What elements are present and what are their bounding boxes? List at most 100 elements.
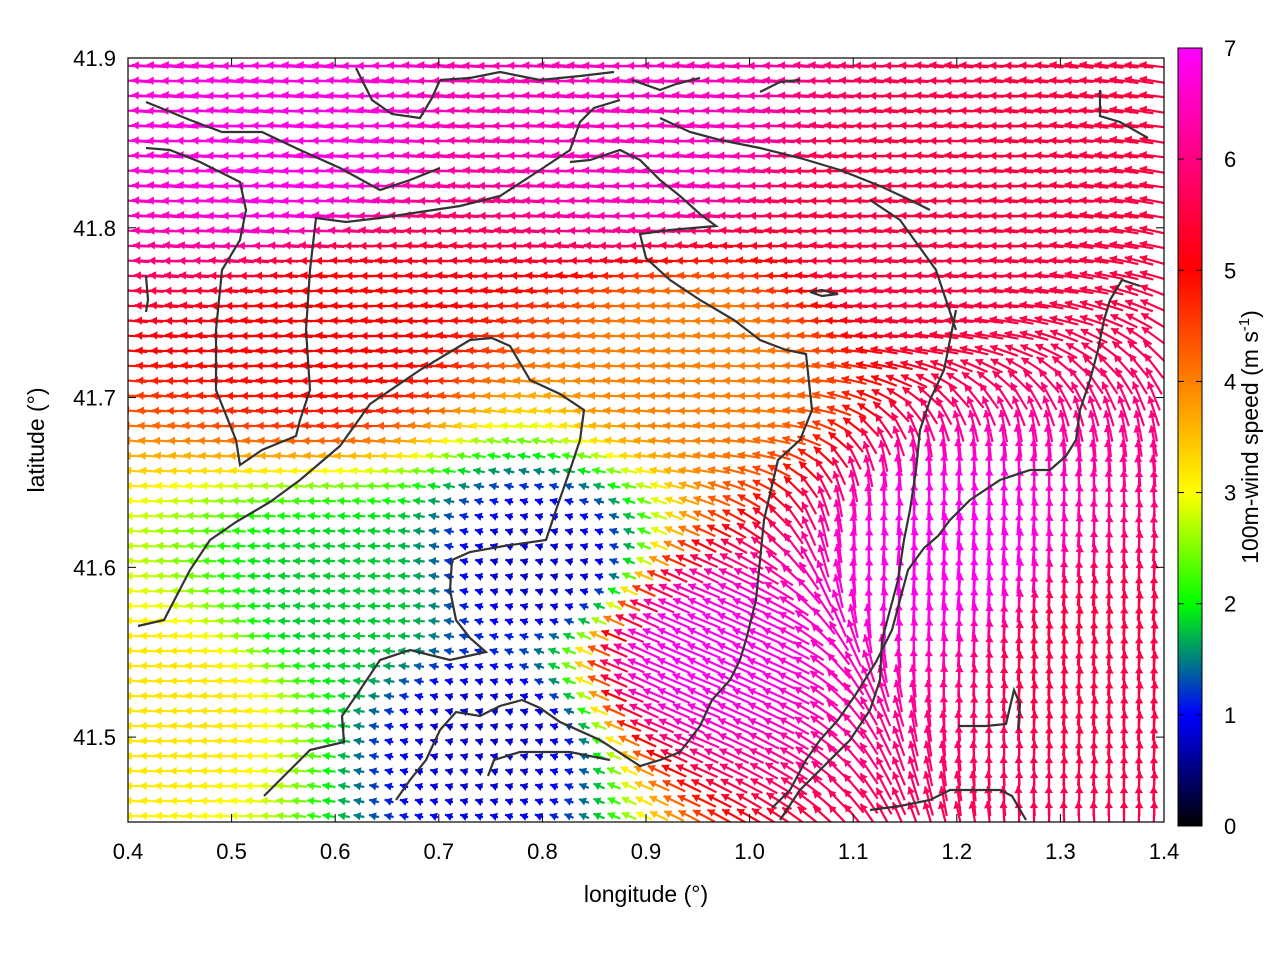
wind-arrow — [1019, 106, 1049, 115]
wind-arrow — [402, 151, 436, 160]
wind-arrow — [417, 120, 451, 130]
wind-arrow — [1109, 135, 1139, 145]
wind-arrow — [672, 60, 706, 70]
wind-arrow — [1124, 135, 1154, 145]
wind-arrow — [672, 90, 706, 100]
wind-arrow — [944, 151, 974, 160]
wind-arrow — [1109, 61, 1139, 70]
y-tick-label: 41.5 — [73, 725, 116, 750]
x-tick-label: 1.4 — [1149, 839, 1180, 864]
x-axis-label: longitude (°) — [584, 881, 708, 907]
colorbar-gradient — [1177, 47, 1203, 827]
wind-arrow — [537, 151, 571, 160]
wind-arrow — [854, 136, 884, 145]
x-tick-label: 1.3 — [1045, 839, 1076, 864]
colorbar: 0 1 2 3 4 5 6 7 100m-wind speed (m s-1) — [1177, 36, 1263, 839]
x-tick-label: 0.4 — [113, 839, 144, 864]
wind-arrow — [1034, 151, 1064, 160]
colorbar-tick-label: 1 — [1224, 703, 1236, 728]
wind-arrow — [1034, 91, 1064, 100]
colorbar-label: 100m-wind speed (m s-1) — [1236, 310, 1263, 564]
wind-arrow — [672, 150, 706, 160]
wind-arrow — [417, 150, 451, 160]
wind-arrow — [1079, 76, 1109, 85]
wind-arrow — [929, 61, 959, 70]
wind-arrow — [732, 106, 766, 115]
wind-arrow — [914, 91, 944, 100]
wind-arrow — [1109, 105, 1139, 115]
wind-arrow — [597, 106, 631, 115]
x-tick-label: 0.6 — [320, 839, 351, 864]
wind-arrow — [1034, 76, 1064, 85]
wind-arrow — [1094, 60, 1124, 70]
wind-arrow — [597, 76, 631, 85]
wind-arrow — [793, 121, 825, 130]
wind-arrow — [914, 151, 944, 160]
wind-arrow — [868, 76, 900, 85]
wind-arrow — [1079, 120, 1109, 130]
wind-arrow — [462, 136, 496, 145]
colorbar-tick-label: 2 — [1224, 592, 1236, 617]
wind-arrow — [1079, 136, 1109, 145]
wind-arrow — [1019, 76, 1049, 85]
x-tick-label: 1.2 — [942, 839, 973, 864]
wind-arrow — [1124, 75, 1154, 85]
colorbar-label-sup: -1 — [1236, 318, 1253, 331]
wind-arrow — [462, 106, 496, 115]
wind-arrow — [1019, 61, 1049, 70]
wind-arrow — [884, 76, 914, 85]
wind-arrow — [808, 61, 840, 70]
wind-arrow — [974, 136, 1004, 145]
wind-arrow — [1109, 121, 1139, 130]
wind-arrow — [1049, 60, 1079, 70]
x-tick-label: 1.0 — [734, 839, 765, 864]
wind-arrow — [1079, 150, 1109, 160]
wind-arrow — [1079, 106, 1109, 115]
colorbar-tick-label: 5 — [1224, 258, 1236, 283]
wind-arrow — [809, 151, 839, 160]
wind-arrow — [884, 106, 914, 115]
colorbar-tick-label: 4 — [1224, 369, 1236, 394]
wind-arrow — [401, 91, 437, 100]
wind-arrow — [974, 76, 1004, 85]
wind-arrow — [1064, 60, 1094, 70]
wind-arrow — [1049, 90, 1079, 100]
wind-arrow — [1124, 151, 1154, 160]
wind-arrow — [597, 136, 631, 145]
x-tick-label: 0.8 — [527, 839, 558, 864]
wind-arrow — [989, 136, 1019, 145]
wind-arrow — [1064, 120, 1094, 130]
wind-arrow — [1004, 106, 1034, 115]
wind-arrow — [1004, 136, 1034, 145]
wind-arrow — [1064, 90, 1094, 100]
wind-arrow — [914, 121, 944, 130]
wind-arrow — [732, 136, 766, 145]
y-tick-label: 41.9 — [73, 46, 116, 71]
wind-arrow — [989, 76, 1019, 85]
wind-arrow — [417, 60, 451, 70]
wind-arrow — [793, 61, 825, 70]
colorbar-label-end: ) — [1237, 310, 1263, 318]
colorbar-tick-label: 6 — [1224, 147, 1236, 172]
wind-arrow — [477, 75, 511, 85]
wind-arrow — [1124, 105, 1154, 115]
y-tick-label: 41.8 — [73, 216, 116, 241]
x-tick-label: 0.9 — [631, 839, 662, 864]
wind-arrow — [944, 61, 974, 70]
wind-arrow — [1094, 75, 1124, 85]
y-tick-label: 41.7 — [73, 386, 116, 411]
wind-arrow — [477, 106, 511, 115]
wind-arrow — [1109, 151, 1139, 160]
wind-arrow — [1094, 150, 1124, 160]
x-tick-label: 1.1 — [838, 839, 869, 864]
wind-arrow — [1094, 136, 1124, 145]
colorbar-tick-label: 3 — [1224, 481, 1236, 506]
wind-arrow — [1079, 60, 1109, 70]
wind-arrow — [1034, 61, 1064, 70]
wind-arrow — [477, 136, 511, 145]
wind-arrow — [929, 121, 959, 130]
y-axis-label: latitude (°) — [23, 387, 49, 492]
wind-arrow — [1049, 151, 1079, 160]
wind-arrow — [1094, 120, 1124, 130]
